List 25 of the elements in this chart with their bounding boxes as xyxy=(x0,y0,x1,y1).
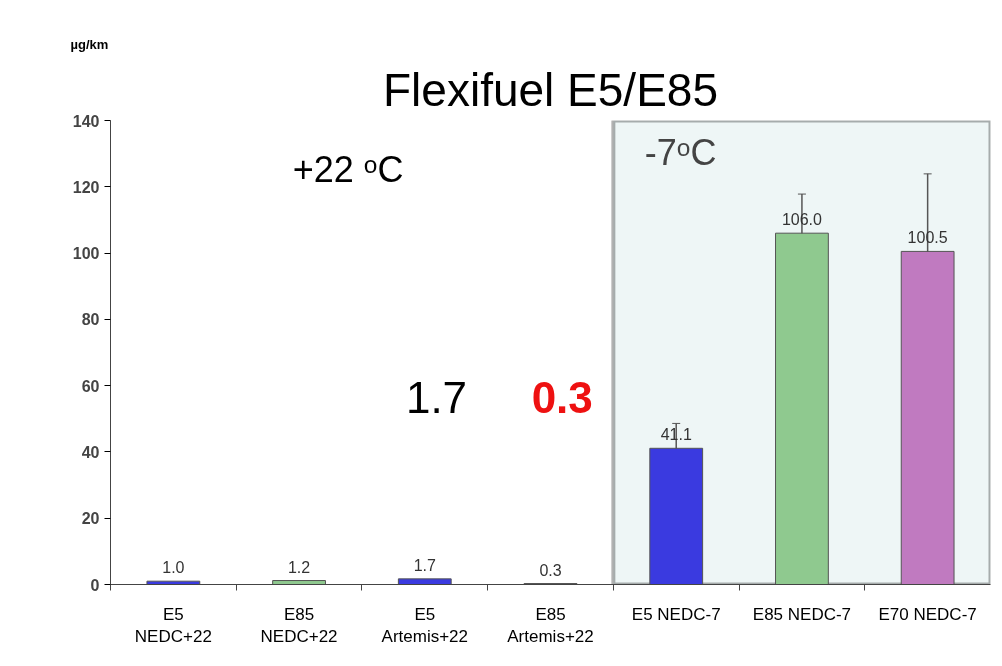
x-tick-label: E85 NEDC-7 xyxy=(752,604,852,624)
data-label: 1.7 xyxy=(413,556,437,574)
data-label: 1.0 xyxy=(162,559,185,577)
x-tick-label: E85 NEDC+22 xyxy=(260,604,338,647)
band-label: -7ᵒC xyxy=(644,132,717,174)
annotation: 0.3 xyxy=(531,372,593,422)
x-tick-label: E5 NEDC-7 xyxy=(631,604,721,624)
x-tick-label: E70 NEDC-7 xyxy=(878,604,977,624)
y-tick-label: 40 xyxy=(81,443,100,461)
annotation: 1.7 xyxy=(405,372,468,422)
y-tick-label: 120 xyxy=(72,178,100,196)
chart-title: Flexifuel E5/E85 xyxy=(383,63,718,116)
y-tick-label: 0 xyxy=(90,576,100,594)
y-tick-label: 140 xyxy=(72,112,100,130)
y-axis-title: µg/km xyxy=(70,36,109,52)
y-tick-label: 20 xyxy=(81,510,100,528)
y-tick-label: 100 xyxy=(72,245,100,263)
x-tick-label: E85 Artemis+22 xyxy=(507,604,594,647)
data-label: 1.2 xyxy=(287,558,311,576)
x-tick-label: E5 Artemis+22 xyxy=(381,604,469,647)
y-tick-label: 80 xyxy=(81,311,100,329)
x-tick-label: E5 NEDC+22 xyxy=(134,604,212,647)
annotation: +22 ᵒC xyxy=(292,149,404,191)
data-label: 0.3 xyxy=(539,561,562,579)
y-tick-label: 60 xyxy=(81,377,100,395)
